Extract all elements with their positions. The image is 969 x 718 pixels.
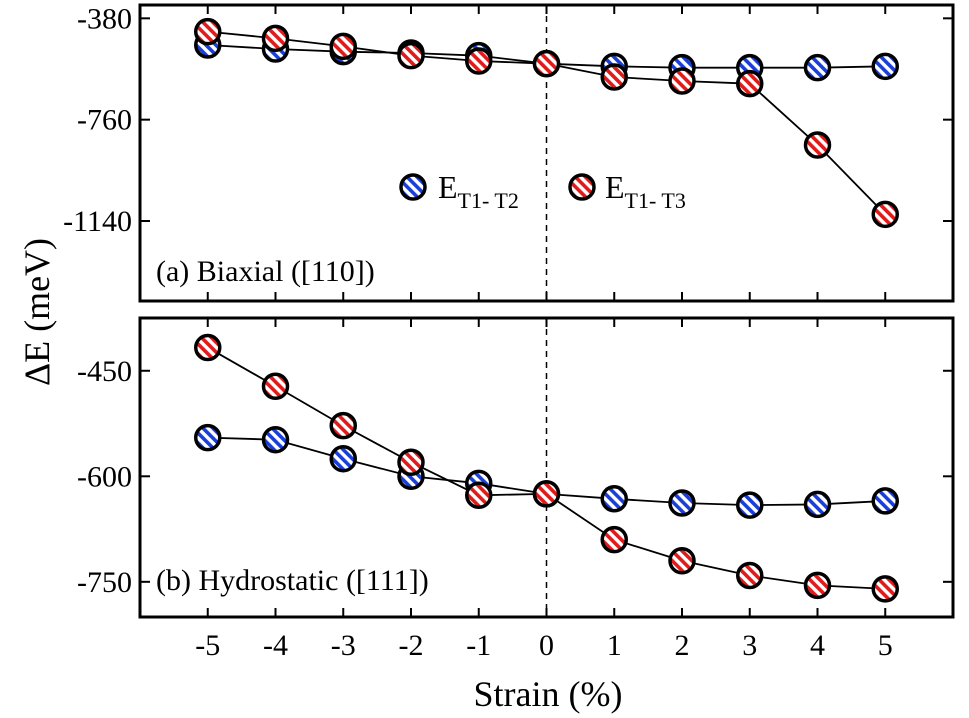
panel-b-label: (b) Hydrostatic ([111]) (156, 564, 429, 597)
data-point-panel-1-t1-t3 (600, 525, 628, 554)
legend-marker-t1-t2 (399, 173, 427, 201)
data-point-panel-1-t1-t3 (329, 411, 357, 440)
data-point-panel-1-t1-t3 (736, 561, 764, 590)
panel-a-label: (a) Biaxial ([110]) (156, 255, 375, 288)
x-axis-label: Strain (%) (474, 674, 623, 714)
legend: ET1- T2 ET1- T3 (399, 169, 686, 213)
y-tick-label-panel-0: -1140 (63, 205, 132, 238)
data-point-panel-0-t1-t3 (532, 49, 561, 78)
data-point-panel-1-t1-t2 (736, 491, 764, 519)
data-point-panel-1-t1-t3 (194, 333, 222, 362)
data-point-panel-0-t1-t3 (736, 69, 764, 98)
data-point-panel-0-t1-t3 (668, 67, 696, 95)
data-point-panel-1-t1-t2 (194, 423, 222, 452)
data-point-panel-1-t1-t3 (397, 448, 425, 476)
data-series (194, 17, 899, 603)
x-tick-label: 3 (742, 629, 757, 662)
data-point-panel-1-t1-t3 (532, 480, 561, 508)
x-tick-label: -4 (263, 629, 288, 662)
data-point-panel-1-t1-t2 (803, 490, 832, 519)
data-point-panel-0-t1-t3 (803, 131, 832, 159)
data-point-panel-1-t1-t3 (803, 571, 832, 600)
x-tick-label: -1 (466, 629, 491, 662)
data-point-panel-1-t1-t2 (871, 487, 899, 515)
y-tick-label-panel-1: -450 (77, 355, 132, 388)
data-point-panel-1-t1-t2 (329, 444, 357, 473)
y-axis-label: ΔE (meV) (17, 238, 57, 386)
axis-ticks: -5 -4 -3 -2 -1 0 1 2 3 4 5 -380 -760 -1140 -450 -600 -75… (63, 2, 953, 662)
data-point-panel-1-t1-t2 (261, 425, 290, 454)
data-point-panel-0-t1-t3 (871, 200, 899, 229)
data-point-panel-1-t1-t2 (668, 489, 696, 517)
data-point-panel-1-t1-t3 (261, 372, 290, 400)
x-tick-label: 5 (878, 629, 893, 662)
data-point-panel-0-t1-t3 (397, 41, 425, 70)
legend-main-t1-t3: E (605, 169, 625, 205)
x-tick-label: 2 (675, 629, 690, 662)
y-tick-label-panel-1: -600 (77, 460, 132, 493)
y-tick-label-panel-0: -760 (77, 104, 132, 137)
data-point-panel-0-t1-t3 (465, 47, 493, 75)
y-tick-label-panel-0: -380 (77, 2, 132, 35)
data-point-panel-0-t1-t3 (329, 32, 357, 61)
data-point-panel-0-t1-t2 (803, 53, 832, 82)
data-point-panel-1-t1-t2 (600, 485, 628, 513)
legend-label-t1-t2: ET1- T2 (438, 169, 519, 213)
x-tick-label: -5 (195, 629, 220, 662)
data-point-panel-1-t1-t3 (871, 575, 899, 603)
legend-sub-t1-t2: T1- T2 (458, 188, 519, 213)
data-point-panel-0-t1-t3 (194, 17, 222, 46)
y-tick-label-panel-1: -750 (77, 566, 132, 599)
data-point-panel-0-t1-t2 (871, 52, 899, 81)
x-tick-label: -2 (399, 629, 424, 662)
data-point-panel-0-t1-t3 (600, 63, 628, 91)
x-tick-label: 4 (810, 629, 825, 662)
x-tick-label: 0 (539, 629, 554, 662)
legend-marker-t1-t3 (568, 173, 596, 201)
data-point-panel-1-t1-t3 (465, 481, 493, 510)
x-tick-label: -3 (331, 629, 356, 662)
legend-main-t1-t2: E (438, 169, 458, 205)
x-tick-label: 1 (607, 629, 622, 662)
legend-sub-t1-t3: T1- T3 (625, 188, 686, 213)
legend-label-t1-t3: ET1- T3 (605, 169, 686, 213)
data-point-panel-1-t1-t3 (668, 546, 696, 575)
data-point-panel-0-t1-t3 (261, 24, 290, 53)
